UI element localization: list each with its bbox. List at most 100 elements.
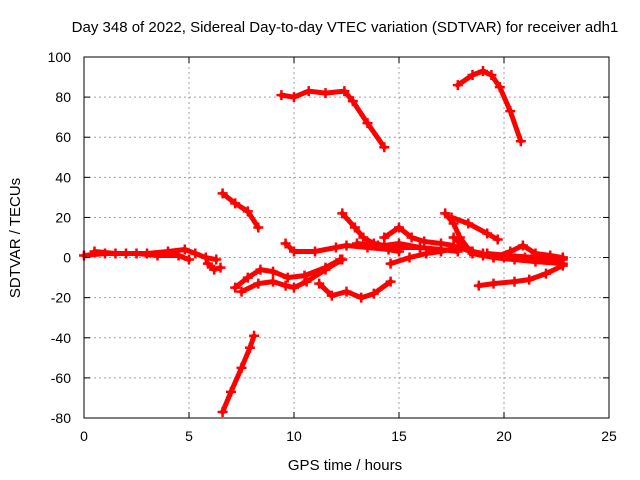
data-point	[268, 266, 278, 277]
data-point	[310, 246, 320, 257]
chart-title: Day 348 of 2022, Sidereal Day-to-day VTE…	[72, 19, 619, 36]
y-tick-label: 80	[55, 89, 71, 105]
data-point	[303, 86, 314, 97]
data-point	[530, 252, 541, 263]
data-point	[452, 80, 463, 91]
data-point	[184, 254, 194, 265]
data-point	[320, 264, 331, 275]
data-point	[362, 118, 373, 129]
data-point	[505, 106, 516, 117]
data-point	[331, 242, 341, 253]
data-point	[280, 280, 291, 291]
data-point	[452, 246, 463, 257]
data-point	[358, 232, 369, 243]
data-point	[337, 254, 348, 265]
x-tick-label: 5	[185, 428, 193, 444]
data-point	[349, 222, 360, 233]
data-point	[494, 82, 505, 93]
data-point	[242, 272, 253, 283]
data-point	[488, 278, 499, 289]
data-point	[268, 276, 278, 287]
data-point	[249, 330, 260, 341]
data-point	[368, 288, 379, 299]
data-point	[131, 248, 142, 259]
data-point	[419, 236, 430, 247]
data-point	[253, 222, 264, 233]
data-point	[110, 248, 121, 259]
series-arc-21	[484, 251, 566, 261]
data-point	[301, 276, 312, 287]
data-point	[406, 232, 417, 243]
data-point	[209, 264, 220, 275]
data-point	[289, 282, 299, 293]
data-point	[394, 222, 404, 233]
data-point	[253, 278, 264, 289]
data-point	[280, 238, 291, 249]
data-point	[200, 252, 211, 263]
data-point	[341, 286, 352, 297]
data-point	[230, 198, 241, 209]
series-layer	[79, 66, 568, 417]
data-point	[446, 212, 457, 223]
y-tick-label: 100	[48, 49, 72, 65]
y-tick-label: 20	[55, 209, 71, 225]
data-point	[347, 96, 358, 107]
data-point	[217, 406, 228, 417]
data-point	[320, 88, 331, 99]
data-point	[236, 362, 247, 373]
data-point	[236, 286, 247, 297]
y-tick-label: 40	[55, 169, 71, 185]
y-tick-label: 60	[55, 129, 71, 145]
axis-layer: 0 5 10 15 20 25 -80 -60 -40 -20 0 20 40 60 80 100	[48, 49, 617, 444]
data-point	[226, 386, 236, 397]
x-tick-label: 10	[286, 428, 302, 444]
y-tick-label: -60	[51, 370, 71, 386]
data-point	[276, 90, 287, 101]
y-tick-label: -40	[51, 330, 71, 346]
data-point	[463, 218, 474, 229]
y-tick-label: 0	[63, 250, 71, 266]
data-point	[326, 290, 337, 301]
x-tick-label: 15	[391, 428, 407, 444]
data-point	[492, 234, 503, 245]
data-point	[341, 240, 352, 251]
data-point	[202, 258, 213, 269]
data-point	[517, 240, 528, 251]
series-arc-16	[449, 214, 501, 242]
data-point	[373, 240, 383, 251]
data-point	[289, 92, 299, 103]
series-arc-9	[278, 88, 387, 150]
data-point	[89, 246, 100, 257]
data-point	[211, 254, 222, 265]
data-point	[299, 270, 310, 281]
data-point	[379, 142, 390, 153]
data-point	[394, 242, 404, 253]
data-point	[314, 278, 325, 289]
data-point	[482, 248, 493, 259]
data-point	[242, 206, 253, 217]
data-point	[379, 232, 390, 243]
data-point	[282, 272, 293, 283]
data-point	[478, 66, 488, 77]
data-point	[215, 262, 226, 273]
series-arc-10	[316, 279, 394, 301]
data-point	[404, 252, 415, 263]
data-point	[173, 250, 184, 261]
x-tick-label: 25	[601, 428, 617, 444]
plot-frame	[83, 56, 610, 419]
data-point	[509, 276, 520, 287]
data-point	[448, 232, 459, 243]
data-point	[385, 276, 396, 287]
data-point	[244, 342, 255, 353]
data-point	[541, 268, 551, 279]
data-point	[356, 292, 367, 303]
data-point	[337, 208, 348, 219]
data-point	[467, 248, 478, 259]
data-point	[467, 70, 478, 81]
data-point	[339, 86, 350, 97]
data-point	[557, 252, 568, 263]
data-point	[436, 244, 446, 255]
data-point	[385, 258, 396, 269]
